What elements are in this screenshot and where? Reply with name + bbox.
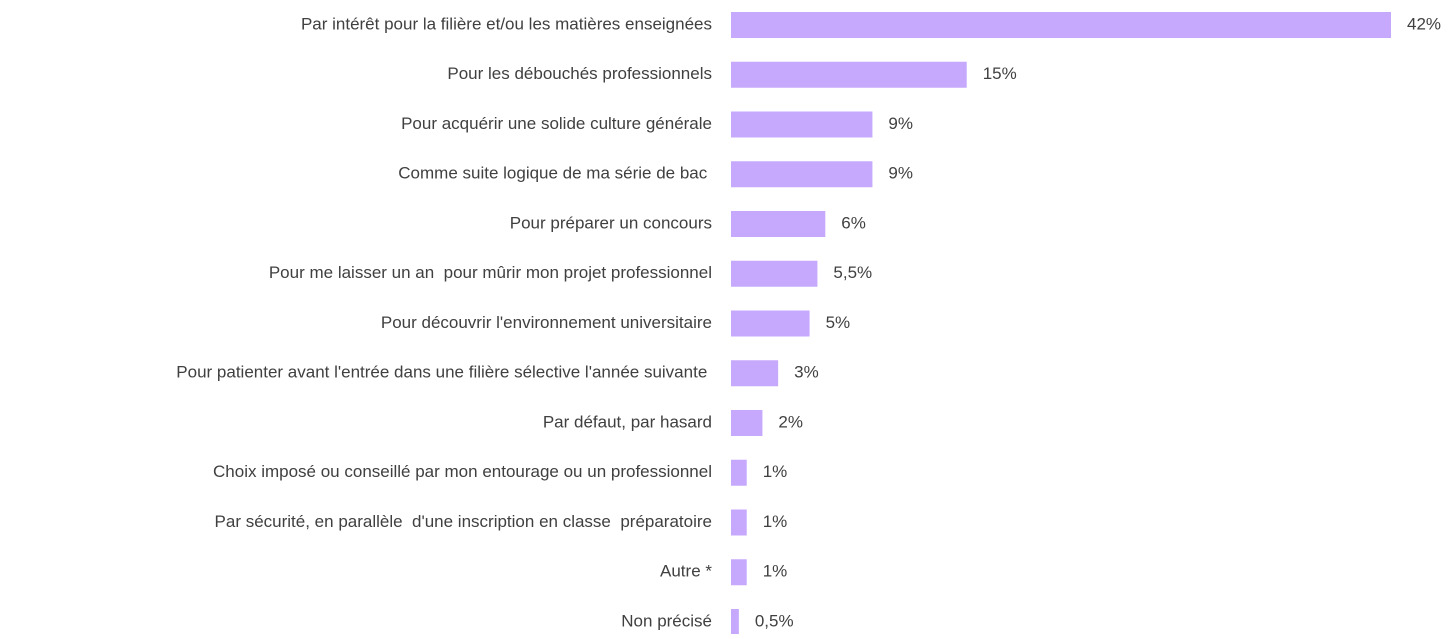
bar [731, 410, 763, 436]
category-label: Pour acquérir une solide culture général… [401, 114, 712, 133]
value-label: 5% [826, 313, 851, 332]
value-label: 6% [841, 213, 866, 232]
category-label: Pour découvrir l'environnement universit… [381, 313, 712, 332]
value-label: 9% [888, 114, 913, 133]
category-label: Non précisé [621, 611, 712, 630]
value-label: 3% [794, 363, 819, 382]
category-label: Par intérêt pour la filière et/ou les ma… [301, 14, 712, 33]
value-label: 1% [763, 512, 788, 531]
bar [731, 111, 873, 138]
bar [731, 459, 747, 486]
value-label: 1% [763, 562, 788, 581]
category-label: Autre * [660, 562, 712, 581]
value-label: 1% [763, 462, 788, 481]
bar [731, 310, 810, 337]
category-label: Par sécurité, en parallèle d'une inscrip… [215, 512, 712, 531]
category-label: Pour préparer un concours [510, 213, 712, 232]
bar [731, 360, 779, 387]
category-label: Pour patienter avant l'entrée dans une f… [176, 363, 712, 382]
bar [731, 509, 747, 536]
category-label: Pour les débouchés professionnels [447, 64, 712, 83]
value-label: 2% [778, 412, 803, 431]
value-label: 9% [888, 164, 913, 183]
value-label: 15% [983, 64, 1017, 83]
bar [731, 161, 873, 188]
category-label: Comme suite logique de ma série de bac [398, 164, 712, 183]
value-label: 0,5% [755, 611, 794, 630]
bar [731, 61, 967, 88]
value-label: 42% [1407, 14, 1441, 33]
category-label: Par défaut, par hasard [543, 412, 712, 431]
category-label: Choix imposé ou conseillé par mon entour… [213, 462, 712, 481]
bar [731, 12, 1391, 38]
bar [731, 609, 739, 635]
category-label: Pour me laisser un an pour mûrir mon pro… [269, 263, 712, 282]
bar [731, 559, 747, 586]
value-label: 5,5% [833, 263, 872, 282]
bar [731, 211, 826, 237]
bar [731, 260, 818, 287]
